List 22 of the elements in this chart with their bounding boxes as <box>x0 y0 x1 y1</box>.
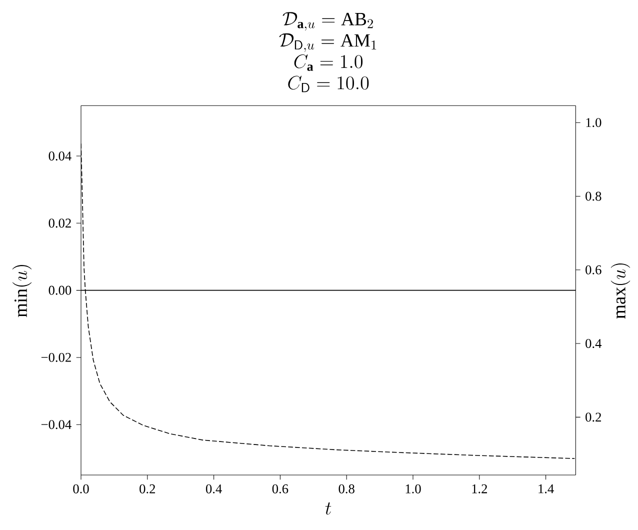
y2-tick-label: 0.2 <box>586 412 601 422</box>
y-axis-title: $\min(u)$ <box>12 265 32 318</box>
x-tick-label: 1.4 <box>538 484 554 494</box>
y-tick-label: 0.04 <box>48 151 72 161</box>
y-tick-label: −0.04 <box>41 420 72 430</box>
y2-tick-label: 1.0 <box>586 118 602 128</box>
y-tick-label: −0.02 <box>41 352 71 362</box>
y-tick-label: 0.00 <box>48 286 72 295</box>
y-tick-label: 0.02 <box>48 218 71 228</box>
x-tick-label: 0.2 <box>140 484 156 494</box>
x-tick-label: 1.2 <box>472 484 487 494</box>
y2-axis-title: $\max(u)$ <box>610 263 630 319</box>
y2-tick-label: 0.8 <box>586 192 602 201</box>
x-tick-label: 0.8 <box>338 484 354 494</box>
x-tick-label: 0.4 <box>206 484 222 494</box>
y2-tick-label: 0.6 <box>586 265 602 274</box>
x-axis-title: $t$ <box>325 502 332 515</box>
x-tick-label: 1.0 <box>406 484 421 494</box>
chart-title: $\begin{array}{c}\mathcal{D}_{\mathbf{a},u}=\mathrm{AB}_2\\ \mathcal{D}_{\mathsf{D},u}=\mathrm{AM}_1\\ C_{\mathbf{a}}=1.0\\ C_{\mathsf{D}}=10.0\end{array}$ <box>279 12 376 92</box>
y2-tick-label: 0.4 <box>586 339 602 348</box>
x-tick-label: 0.6 <box>272 484 288 494</box>
x-tick-label: 0.0 <box>73 484 89 494</box>
